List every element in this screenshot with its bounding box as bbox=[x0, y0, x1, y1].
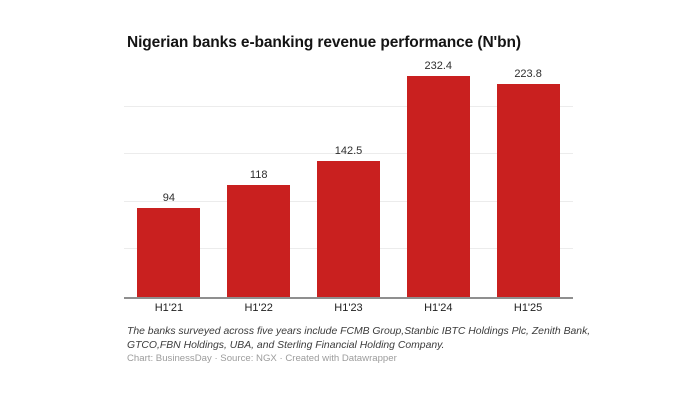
bar-columns: 94 118 142.5 232.4 223.8 bbox=[124, 59, 573, 297]
bar-column: 232.4 bbox=[393, 59, 483, 297]
x-axis-baseline bbox=[124, 297, 573, 299]
bar bbox=[137, 207, 201, 297]
bar bbox=[496, 83, 560, 297]
bar-value-label: 232.4 bbox=[424, 59, 453, 72]
bar bbox=[227, 184, 291, 297]
x-axis-label: H1'24 bbox=[424, 302, 453, 314]
bar-value-label: 142.5 bbox=[334, 145, 363, 158]
x-axis-label: H1'25 bbox=[513, 302, 543, 314]
gridline bbox=[124, 153, 573, 155]
bar bbox=[406, 75, 470, 297]
gridline bbox=[124, 105, 573, 107]
plot-area: 94 118 142.5 232.4 223.8 bbox=[124, 59, 573, 299]
bar-column: 223.8 bbox=[483, 59, 573, 297]
x-axis-label: H1'23 bbox=[334, 302, 363, 314]
bar-value-label: 118 bbox=[249, 168, 268, 181]
bar-value-label: 223.8 bbox=[514, 67, 542, 80]
x-axis-label: H1'22 bbox=[244, 302, 273, 314]
x-axis-labels: H1'21 H1'22 H1'23 H1'24 H1'25 bbox=[124, 302, 573, 314]
bar-value-label: 94 bbox=[162, 191, 176, 204]
bar-column: 94 bbox=[124, 59, 214, 297]
chart-notes: The banks surveyed across five years inc… bbox=[127, 326, 591, 351]
x-axis-label: H1'21 bbox=[154, 302, 184, 314]
bar-column: 118 bbox=[214, 59, 304, 297]
chart-credit: Chart: BusinessDay · Source: NGX · Creat… bbox=[127, 353, 397, 364]
chart-title: Nigerian banks e-banking revenue perform… bbox=[127, 34, 521, 51]
bar bbox=[316, 161, 380, 297]
bar-column: 142.5 bbox=[304, 59, 394, 297]
